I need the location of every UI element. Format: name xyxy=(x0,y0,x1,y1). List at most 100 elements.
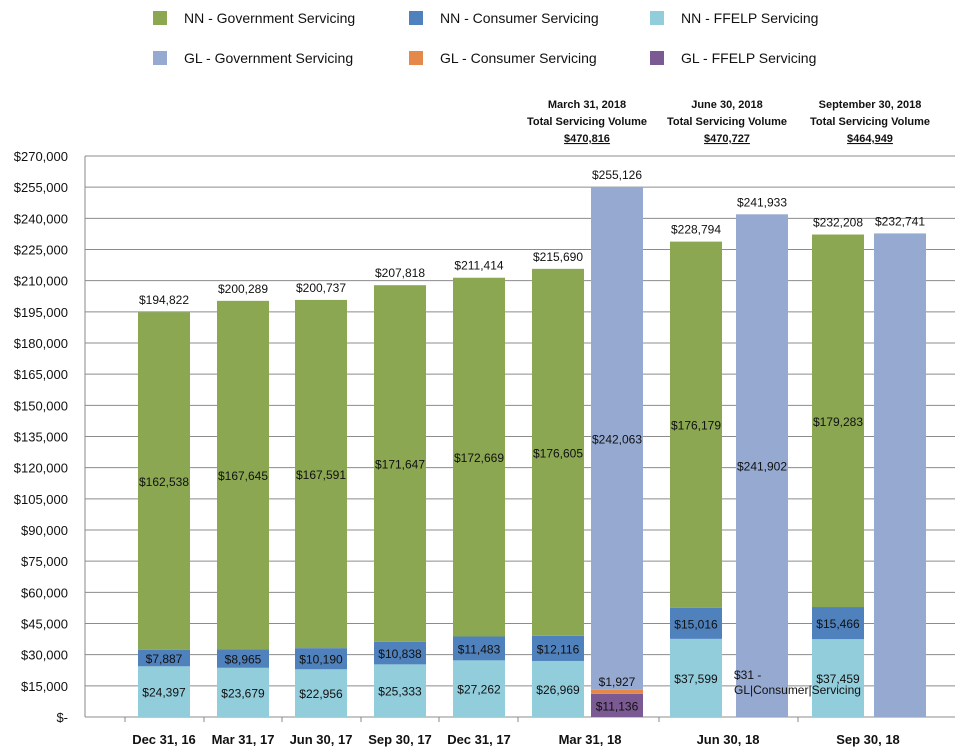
y-tick-label: $180,000 xyxy=(14,336,68,351)
y-tick-label: $- xyxy=(56,710,68,725)
data-label: $241,902 xyxy=(737,460,787,474)
total-label: $228,794 xyxy=(671,223,721,237)
bar-segment-nn-ffelp xyxy=(670,638,722,717)
y-tick-label: $165,000 xyxy=(14,367,68,382)
y-tick-label: $270,000 xyxy=(14,149,68,164)
bar-segment-nn-con xyxy=(670,607,722,639)
bar-segment-nn-gov xyxy=(532,268,584,636)
total-label: $200,737 xyxy=(296,281,346,295)
data-label: $162,538 xyxy=(139,475,189,489)
data-label: $15,466 xyxy=(816,617,860,631)
total-label: $241,933 xyxy=(737,195,787,209)
legend-swatch xyxy=(153,51,167,65)
data-label: $27,262 xyxy=(457,683,501,697)
data-label: $12,116 xyxy=(537,642,580,656)
legend-label: NN - Consumer Servicing xyxy=(440,10,599,26)
data-label: $176,605 xyxy=(533,446,583,460)
legend-swatch xyxy=(650,11,664,25)
x-tick-label: Sep 30, 17 xyxy=(368,732,432,747)
total-label: $194,822 xyxy=(139,293,189,307)
data-label: $15,016 xyxy=(674,617,718,631)
x-tick-label: Dec 31, 16 xyxy=(132,732,196,747)
bar-segment-nn-gov xyxy=(217,300,269,650)
legend-swatch xyxy=(153,11,167,25)
annotation-date: March 31, 2018 xyxy=(548,99,626,111)
total-label: $211,414 xyxy=(454,259,503,273)
annotation-caption: Total Servicing Volume xyxy=(667,116,787,128)
data-label: $242,063 xyxy=(592,432,642,446)
bar-segment-nn-ffelp xyxy=(138,666,190,717)
total-label: $232,208 xyxy=(813,216,863,230)
bar-segment-nn-ffelp xyxy=(453,660,505,717)
data-label: $7,887 xyxy=(146,652,183,666)
bar-segment-nn-con xyxy=(295,648,347,670)
y-tick-label: $255,000 xyxy=(14,180,68,195)
y-tick-label: $240,000 xyxy=(14,211,68,226)
bar-segment-nn-gov xyxy=(812,234,864,608)
annotation-caption: Total Servicing Volume xyxy=(810,116,930,128)
legend-label: GL - Government Servicing xyxy=(184,50,353,66)
data-label: $11,136 xyxy=(596,699,639,713)
data-label: $37,599 xyxy=(674,672,718,686)
x-tick-label: Mar 31, 17 xyxy=(212,732,275,747)
bar-segment-nn-gov xyxy=(138,312,190,650)
y-tick-label: $90,000 xyxy=(21,523,68,538)
data-label: $8,965 xyxy=(225,652,262,666)
bar-segment-nn-con xyxy=(374,641,426,665)
bar-segment-gl-con xyxy=(591,689,643,694)
y-tick-label: $75,000 xyxy=(21,554,68,569)
x-tick-label: Dec 31, 17 xyxy=(447,732,511,747)
bar-segment-nn-ffelp xyxy=(217,667,269,717)
y-tick-label: $30,000 xyxy=(21,648,68,663)
annotation-total: $470,727 xyxy=(704,133,750,145)
y-tick-label: $210,000 xyxy=(14,274,68,289)
y-tick-label: $60,000 xyxy=(21,585,68,600)
total-label: $255,126 xyxy=(592,168,642,182)
data-label: $1,927 xyxy=(599,675,636,689)
bar-segment-nn-con xyxy=(217,649,269,668)
data-label: $176,179 xyxy=(671,419,721,433)
bar-segment-gl-gov xyxy=(874,233,926,717)
bar-segment-nn-ffelp xyxy=(812,639,864,717)
data-label: $167,645 xyxy=(218,469,268,483)
legend-swatch xyxy=(650,51,664,65)
annotation-date: June 30, 2018 xyxy=(691,99,763,111)
data-label: $172,669 xyxy=(454,451,504,465)
total-label: $215,690 xyxy=(533,250,583,264)
bar-segment-nn-con xyxy=(453,636,505,661)
y-tick-label: $105,000 xyxy=(14,492,68,507)
x-tick-label: Jun 30, 17 xyxy=(290,732,353,747)
y-tick-label: $15,000 xyxy=(21,679,68,694)
data-label: $22,956 xyxy=(299,687,343,701)
y-tick-label: $45,000 xyxy=(21,617,68,632)
legend-label: NN - FFELP Servicing xyxy=(681,10,818,26)
y-tick-label: $150,000 xyxy=(14,398,68,413)
annotation-total: $470,816 xyxy=(564,133,610,145)
data-label: $10,838 xyxy=(378,647,422,661)
data-label: $25,333 xyxy=(378,685,422,699)
bar-segment-nn-gov xyxy=(374,285,426,642)
bar-segment-nn-gov xyxy=(670,241,722,608)
data-label: $37,459 xyxy=(816,672,860,686)
bar-segment-gl-gov xyxy=(591,186,643,690)
total-label: $200,289 xyxy=(218,282,268,296)
x-tick-label: Sep 30, 18 xyxy=(836,732,900,747)
data-label: $167,591 xyxy=(296,468,346,482)
legend-swatch xyxy=(409,11,423,25)
bar-segment-nn-ffelp xyxy=(374,664,426,717)
total-label: $207,818 xyxy=(375,266,425,280)
bar-segment-nn-con xyxy=(532,635,584,661)
annotation-total: $464,949 xyxy=(847,133,893,145)
data-label: $171,647 xyxy=(375,458,425,472)
y-tick-label: $120,000 xyxy=(14,461,68,476)
bar-segment-nn-gov xyxy=(453,277,505,637)
bar-segment-nn-con xyxy=(812,607,864,640)
y-tick-label: $195,000 xyxy=(14,305,68,320)
bar-segment-nn-ffelp xyxy=(532,660,584,717)
annotation-caption: Total Servicing Volume xyxy=(527,116,647,128)
bar-segment-gl-gov xyxy=(736,214,788,717)
bar-segment-nn-gov xyxy=(295,299,347,649)
data-label: $26,969 xyxy=(536,683,580,697)
data-label: $24,397 xyxy=(142,686,186,700)
